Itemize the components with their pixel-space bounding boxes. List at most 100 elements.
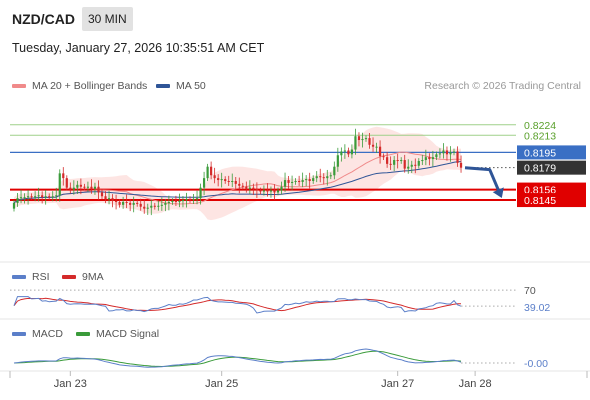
legend-macd-signal-label: MACD Signal [96,328,160,340]
candle [389,156,392,170]
macd-signal-line [13,350,462,368]
candle [79,178,82,195]
candle-body [86,186,90,188]
candle-body [438,153,442,155]
candle-body [19,197,23,199]
candle-body [319,176,322,178]
candle-body [129,202,132,205]
rsi-swatch-icon [12,275,26,279]
candle [167,195,170,211]
candle-body [315,176,318,179]
candle-body [298,181,301,182]
candle-body [37,195,40,197]
candle-body [125,201,128,203]
candle [319,168,322,183]
candle-body [150,205,153,208]
candle [442,143,445,159]
candle-body [252,187,255,189]
candle [245,181,248,193]
candle-body [421,160,424,162]
candle-body [58,173,61,196]
candle-body [245,186,248,189]
candle-body [403,160,406,169]
candle [354,128,357,155]
candle [192,193,195,205]
candle-body [449,152,452,155]
candle-body [361,139,364,141]
candle [396,153,399,169]
candle-body [269,190,273,192]
candle [72,180,75,195]
candle [122,196,125,209]
candle-body [410,164,413,167]
candle [164,198,167,212]
candle-body [354,136,357,150]
candle [107,190,111,205]
candle-body [72,187,75,190]
candle-body [322,177,325,179]
candle-body [227,181,230,182]
candle-body [431,157,434,160]
support-label: 0.8145 [524,195,556,207]
candle-body [132,202,135,205]
candle-body [136,202,139,204]
candle [114,194,118,210]
resistance-label: 0.8213 [524,130,556,142]
candle-body [424,157,427,161]
candle-body [195,198,199,200]
candle [37,187,40,202]
legend-rsi-ma-label: 9MA [82,271,104,283]
candle [220,172,223,188]
ma50-line [13,161,462,204]
candle [178,193,181,208]
candle [301,172,304,188]
ma20-swatch-icon [12,84,26,88]
candle [100,189,104,200]
chart-header: NZD/CAD 30 MIN Tuesday, January 27, 2026… [0,0,590,70]
instrument-name: NZD/CAD [12,11,75,27]
candle [259,187,262,195]
candle-body [167,201,170,203]
candle-body [76,184,79,188]
candle-body [234,181,237,184]
candle-body [266,190,269,192]
timeframe-button[interactable]: 30 MIN [82,7,133,31]
candle-body [185,199,188,201]
forecast-arrow-head-icon [492,187,504,199]
candle [146,203,149,215]
candle [153,202,156,210]
candle-body [336,155,339,167]
ma20-line [13,151,462,205]
candle-body [428,157,431,160]
candle [280,181,283,195]
candle-body [386,157,389,164]
candle-body [111,198,114,202]
candle [438,148,442,159]
rsi-line [13,296,462,314]
candle-body [326,176,329,179]
candle [431,150,434,167]
candle-body [389,163,392,165]
rsi-ma-swatch-icon [62,275,76,279]
candle-body [206,166,209,179]
candle-body [139,203,142,207]
candle-body [382,156,385,158]
candle-body [65,178,68,188]
candle-body [312,178,315,181]
candle-body [174,201,178,203]
candle-body [192,199,195,201]
candle [414,158,417,174]
candle [340,147,343,162]
candle-body [280,186,283,191]
candle-body [231,181,234,182]
candle [118,199,121,208]
candle-body [248,187,251,189]
candle-body [153,205,156,207]
candle [375,142,378,153]
candle-body [107,198,111,200]
candle [371,137,375,152]
candle [266,183,269,197]
candle [361,132,364,148]
candle [181,196,185,208]
